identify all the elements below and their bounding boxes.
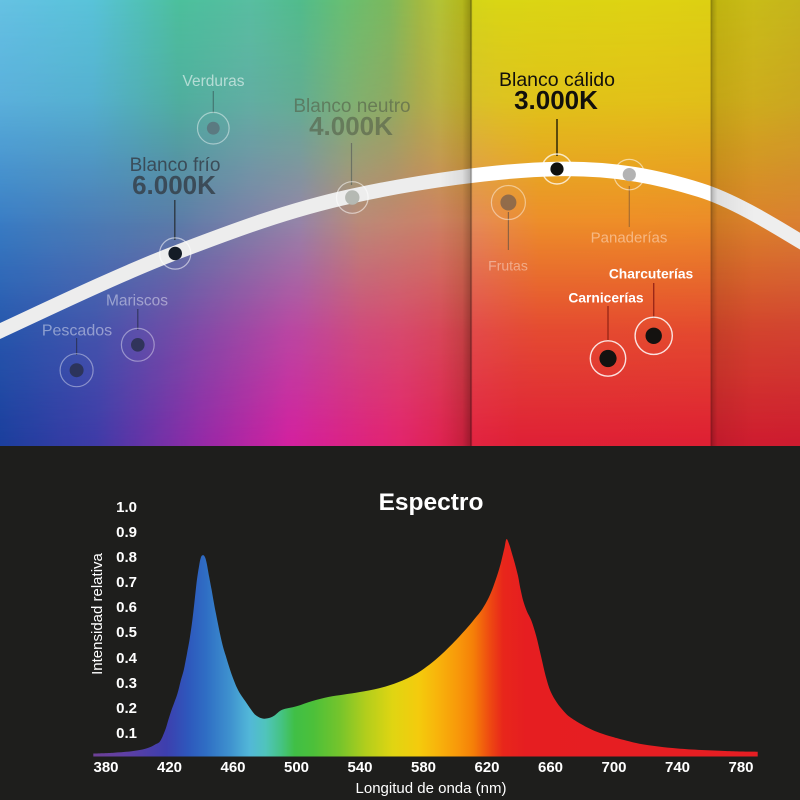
svg-text:780: 780 (728, 759, 753, 776)
svg-text:Frutas: Frutas (488, 258, 528, 274)
svg-text:0.5: 0.5 (116, 624, 137, 641)
svg-text:0.3: 0.3 (116, 675, 137, 692)
svg-text:Carnicerías: Carnicerías (568, 291, 643, 306)
svg-text:Panaderías: Panaderías (591, 230, 668, 247)
svg-text:0.6: 0.6 (116, 599, 137, 616)
svg-text:740: 740 (665, 759, 690, 776)
svg-text:460: 460 (220, 759, 245, 776)
svg-text:Blanco cálido: Blanco cálido (499, 69, 615, 91)
svg-text:0.8: 0.8 (116, 549, 137, 566)
svg-text:0.1: 0.1 (116, 725, 137, 742)
svg-text:380: 380 (93, 759, 118, 776)
svg-text:Intensidad relativa: Intensidad relativa (89, 552, 106, 674)
svg-text:3.000K: 3.000K (514, 85, 598, 115)
svg-text:Blanco neutro: Blanco neutro (293, 96, 410, 117)
svg-text:500: 500 (284, 759, 309, 776)
svg-text:620: 620 (474, 759, 499, 776)
svg-text:660: 660 (538, 759, 563, 776)
svg-text:0.2: 0.2 (116, 700, 137, 717)
svg-text:Verduras: Verduras (182, 73, 244, 90)
svg-text:700: 700 (601, 759, 626, 776)
svg-text:Espectro: Espectro (379, 489, 484, 516)
svg-text:6.000K: 6.000K (132, 170, 216, 200)
svg-text:0.9: 0.9 (116, 524, 137, 541)
svg-text:420: 420 (157, 759, 182, 776)
svg-text:Blanco frío: Blanco frío (130, 155, 221, 176)
svg-text:Charcuterías: Charcuterías (609, 267, 694, 282)
svg-text:Longitud de onda (nm): Longitud de onda (nm) (356, 780, 507, 797)
svg-text:0.7: 0.7 (116, 574, 137, 591)
svg-text:540: 540 (347, 759, 372, 776)
svg-text:580: 580 (411, 759, 436, 776)
svg-text:Mariscos: Mariscos (106, 293, 168, 310)
svg-text:4.000K: 4.000K (309, 111, 393, 141)
svg-text:Pescados: Pescados (42, 323, 112, 340)
svg-text:0.4: 0.4 (116, 650, 138, 667)
svg-text:1.0: 1.0 (116, 499, 137, 516)
